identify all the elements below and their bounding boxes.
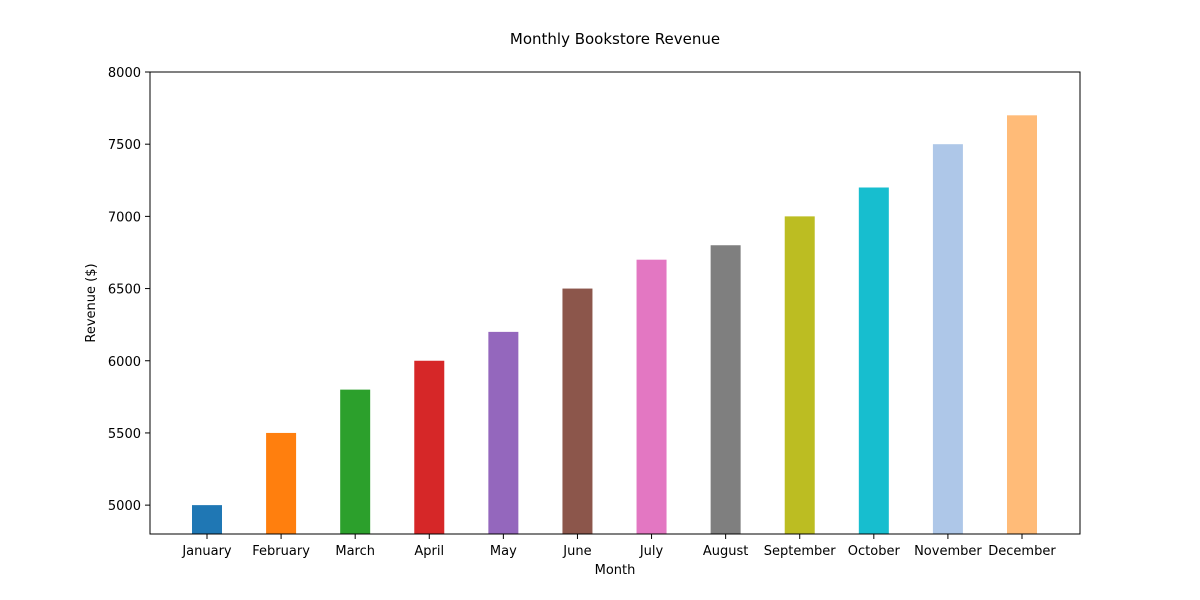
x-axis-ticks: January February March April May June July Augu… bbox=[181, 534, 1056, 559]
bar-january bbox=[192, 505, 222, 534]
y-tick-label: 6000 bbox=[108, 355, 141, 370]
x-tick-label: November bbox=[914, 544, 982, 559]
bar-july bbox=[636, 259, 667, 534]
x-tick-label: March bbox=[335, 544, 375, 559]
bar-june bbox=[562, 288, 593, 534]
chart-title: Monthly Bookstore Revenue bbox=[510, 30, 720, 48]
plot-frame bbox=[149, 71, 1081, 535]
bar-march bbox=[340, 389, 371, 534]
x-tick-label: January bbox=[181, 544, 232, 559]
bar-september bbox=[784, 216, 815, 534]
x-tick-label: July bbox=[639, 544, 664, 559]
y-axis-label: Revenue ($) bbox=[84, 263, 99, 342]
y-tick-label: 7000 bbox=[108, 210, 141, 225]
bar-may bbox=[488, 331, 519, 534]
y-tick-label: 5500 bbox=[108, 427, 141, 442]
bar-august bbox=[710, 245, 741, 534]
x-tick-label: September bbox=[764, 544, 837, 559]
bar-october bbox=[858, 187, 889, 534]
x-tick-label: April bbox=[414, 544, 444, 559]
bar-february bbox=[266, 432, 297, 534]
x-tick-label: December bbox=[988, 544, 1056, 559]
x-tick-label: August bbox=[703, 544, 749, 559]
x-tick-label: May bbox=[490, 544, 517, 559]
y-tick-label: 7500 bbox=[108, 138, 141, 153]
bar-november bbox=[932, 144, 963, 534]
y-tick-label: 8000 bbox=[108, 66, 141, 81]
y-axis-ticks: 5000 5500 6000 6500 7000 7500 8000 bbox=[108, 66, 150, 514]
y-tick-label: 5000 bbox=[108, 499, 141, 514]
y-tick-label: 6500 bbox=[108, 283, 141, 298]
x-tick-label: February bbox=[252, 544, 310, 559]
bar-december bbox=[1007, 115, 1037, 534]
x-axis-label: Month bbox=[595, 563, 636, 578]
bar-april bbox=[414, 360, 445, 534]
bars-group bbox=[192, 115, 1037, 534]
x-tick-label: June bbox=[562, 544, 591, 559]
x-tick-label: October bbox=[848, 544, 901, 559]
